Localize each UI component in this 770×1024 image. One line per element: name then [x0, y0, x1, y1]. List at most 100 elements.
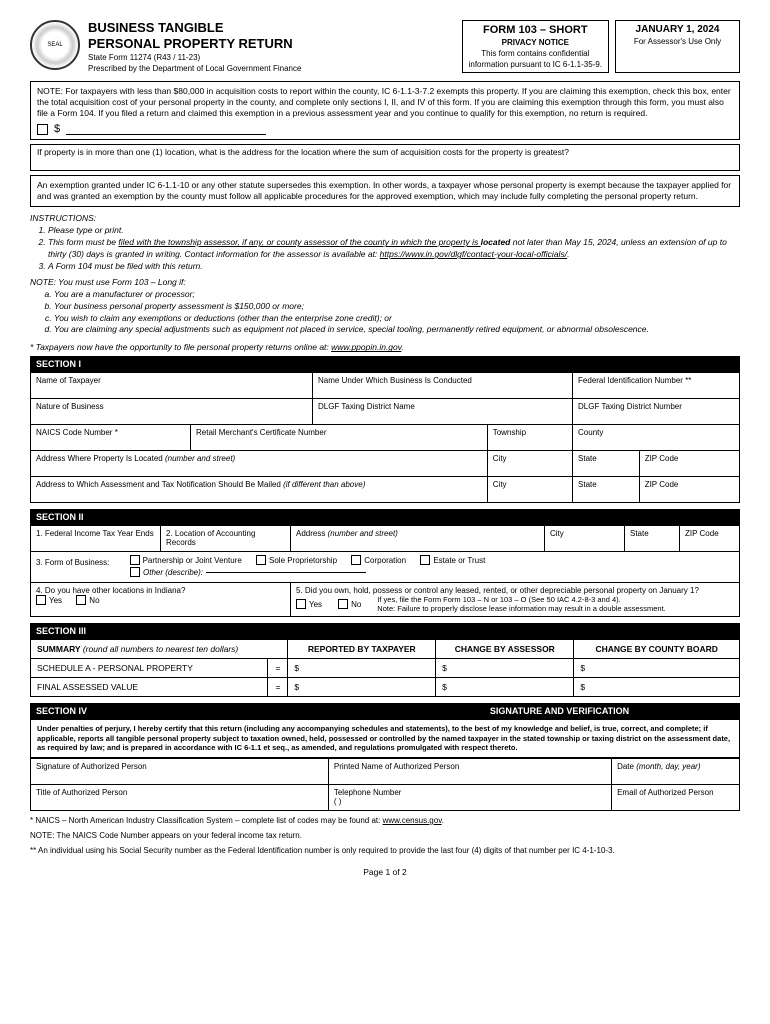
field-sec2-city[interactable]: City — [545, 526, 625, 552]
field-sec2-address[interactable]: Address (number and street) — [291, 526, 545, 552]
field-county[interactable]: County — [573, 425, 740, 451]
note-box: NOTE: For taxpayers with less than $80,0… — [30, 81, 740, 140]
sec3-board-header: CHANGE BY COUNTY BOARD — [574, 640, 740, 659]
field-name-taxpayer[interactable]: Name of Taxpayer — [31, 373, 313, 399]
q5-yes[interactable]: Yes — [296, 595, 322, 613]
field-q5: 5. Did you own, hold, possess or control… — [291, 583, 740, 617]
equals-icon: = — [268, 678, 288, 697]
field-q4: 4. Do you have other locations in Indian… — [31, 583, 291, 617]
field-addr-mail[interactable]: Address to Which Assessment and Tax Noti… — [31, 477, 488, 503]
location-question-box: If property is in more than one (1) loca… — [30, 144, 740, 171]
prescribed-by: Prescribed by the Department of Local Go… — [88, 64, 454, 73]
field-retail-cert[interactable]: Retail Merchant's Certificate Number — [191, 425, 488, 451]
exemption-checkbox[interactable] — [37, 124, 48, 135]
q4-yes[interactable]: Yes — [36, 595, 62, 605]
sec3-assessor-header: CHANGE BY ASSESSOR — [436, 640, 574, 659]
amount-input[interactable] — [66, 123, 266, 135]
date-box: JANUARY 1, 2024 For Assessor's Use Only — [615, 20, 740, 73]
check-partnership[interactable]: Partnership or Joint Venture — [130, 555, 242, 565]
exemption-note: An exemption granted under IC 6-1.1-10 o… — [37, 180, 733, 202]
field-city-2[interactable]: City — [487, 477, 572, 503]
sec3-schedule-a-assessor[interactable] — [436, 659, 574, 678]
field-name-business[interactable]: Name Under Which Business Is Conducted — [313, 373, 573, 399]
section3-table: SUMMARY (round all numbers to nearest te… — [30, 639, 740, 697]
field-tax-year-ends[interactable]: 1. Federal Income Tax Year Ends — [31, 526, 161, 552]
field-naics[interactable]: NAICS Code Number * — [31, 425, 191, 451]
sec3-schedule-a-label: SCHEDULE A - PERSONAL PROPERTY — [31, 659, 268, 678]
q4-no[interactable]: No — [76, 595, 99, 605]
sec3-final-label: FINAL ASSESSED VALUE — [31, 678, 268, 697]
exemption-check-line: $ — [37, 123, 733, 135]
section1-table: Name of Taxpayer Name Under Which Busine… — [30, 372, 740, 503]
note-b: Your business personal property assessme… — [54, 301, 740, 313]
field-state-1[interactable]: State — [573, 451, 640, 477]
section3-header: SECTION III — [30, 623, 740, 639]
field-addr-property[interactable]: Address Where Property Is Located (numbe… — [31, 451, 488, 477]
field-sec2-state[interactable]: State — [625, 526, 680, 552]
field-email[interactable]: Email of Authorized Person — [612, 784, 739, 810]
section2-table: 1. Federal Income Tax Year Ends 2. Locat… — [30, 525, 740, 617]
field-zip-2[interactable]: ZIP Code — [639, 477, 739, 503]
page-number: Page 1 of 2 — [30, 867, 740, 877]
sec3-final-assessor[interactable] — [436, 678, 574, 697]
q5-no[interactable]: No — [338, 595, 361, 613]
field-fed-id[interactable]: Federal Identification Number ** — [573, 373, 740, 399]
privacy-line1: This form contains confidential — [469, 49, 602, 58]
instruction-1: Please type or print. — [48, 225, 740, 237]
field-date[interactable]: Date (month, day, year) — [612, 758, 739, 784]
field-printed-name[interactable]: Printed Name of Authorized Person — [328, 758, 611, 784]
section1-header: SECTION I — [30, 356, 740, 372]
field-signature[interactable]: Signature of Authorized Person — [31, 758, 328, 784]
section4-box: Under penalties of perjury, I hereby cer… — [30, 719, 740, 811]
form-header: SEAL BUSINESS TANGIBLE PERSONAL PROPERTY… — [30, 20, 740, 73]
field-city-1[interactable]: City — [487, 451, 572, 477]
section2-header: SECTION II — [30, 509, 740, 525]
field-accounting-loc[interactable]: 2. Location of Accounting Records — [161, 526, 291, 552]
form-title-1: BUSINESS TANGIBLE — [88, 20, 454, 36]
sec3-final-board[interactable] — [574, 678, 740, 697]
long-form-note-heading: NOTE: You must use Form 103 – Long if: — [30, 277, 740, 289]
location-input[interactable] — [37, 158, 733, 168]
sec3-summary-header: SUMMARY (round all numbers to nearest te… — [31, 640, 288, 659]
form-title-2: PERSONAL PROPERTY RETURN — [88, 36, 454, 52]
location-question: If property is in more than one (1) loca… — [37, 147, 733, 158]
title-block: BUSINESS TANGIBLE PERSONAL PROPERTY RETU… — [88, 20, 454, 73]
check-sole[interactable]: Sole Proprietorship — [256, 555, 337, 565]
field-dlgf-name[interactable]: DLGF Taxing District Name — [313, 399, 573, 425]
field-dlgf-num[interactable]: DLGF Taxing District Number — [573, 399, 740, 425]
note-d: You are claiming any special adjustments… — [54, 324, 740, 336]
section4-header: SECTION IV SIGNATURE AND VERIFICATION — [30, 703, 740, 719]
footnote-ssn: ** An individual using his Social Securi… — [30, 845, 740, 856]
state-seal: SEAL — [30, 20, 80, 70]
note-a: You are a manufacturer or processor; — [54, 289, 740, 301]
field-sec2-zip[interactable]: ZIP Code — [680, 526, 740, 552]
footnote-naics-note: NOTE: The NAICS Code Number appears on y… — [30, 830, 740, 841]
sec3-schedule-a-board[interactable] — [574, 659, 740, 678]
sec3-reported-header: REPORTED BY TAXPAYER — [288, 640, 436, 659]
field-form-business: 3. Form of Business: Partnership or Join… — [31, 552, 740, 583]
footnote-naics: * NAICS – North American Industry Classi… — [30, 815, 740, 826]
note-text: NOTE: For taxpayers with less than $80,0… — [37, 86, 733, 119]
section4-header-left: SECTION IV — [36, 706, 385, 716]
field-zip-1[interactable]: ZIP Code — [639, 451, 739, 477]
dollar-icon: $ — [54, 123, 60, 135]
assessor-use: For Assessor's Use Only — [622, 37, 733, 46]
field-nature[interactable]: Nature of Business — [31, 399, 313, 425]
field-title[interactable]: Title of Authorized Person — [31, 784, 328, 810]
privacy-title: PRIVACY NOTICE — [469, 38, 602, 47]
sec3-final-reported[interactable] — [288, 678, 436, 697]
perjury-statement: Under penalties of perjury, I hereby cer… — [31, 720, 739, 757]
check-other[interactable]: Other (describe): — [130, 567, 366, 577]
section4-header-right: SIGNATURE AND VERIFICATION — [385, 706, 734, 716]
check-estate[interactable]: Estate or Trust — [420, 555, 485, 565]
note-c: You wish to claim any exemptions or dedu… — [54, 313, 740, 325]
field-state-2[interactable]: State — [573, 477, 640, 503]
instruction-3: A Form 104 must be filed with this retur… — [48, 261, 740, 273]
form-box-label: FORM 103 – SHORT — [469, 24, 602, 36]
privacy-line2: information pursuant to IC 6-1.1-35-9. — [469, 60, 602, 69]
field-phone[interactable]: Telephone Number( ) — [328, 784, 611, 810]
field-township[interactable]: Township — [487, 425, 572, 451]
sec3-schedule-a-reported[interactable] — [288, 659, 436, 678]
check-corporation[interactable]: Corporation — [351, 555, 406, 565]
form-date: JANUARY 1, 2024 — [622, 24, 733, 35]
